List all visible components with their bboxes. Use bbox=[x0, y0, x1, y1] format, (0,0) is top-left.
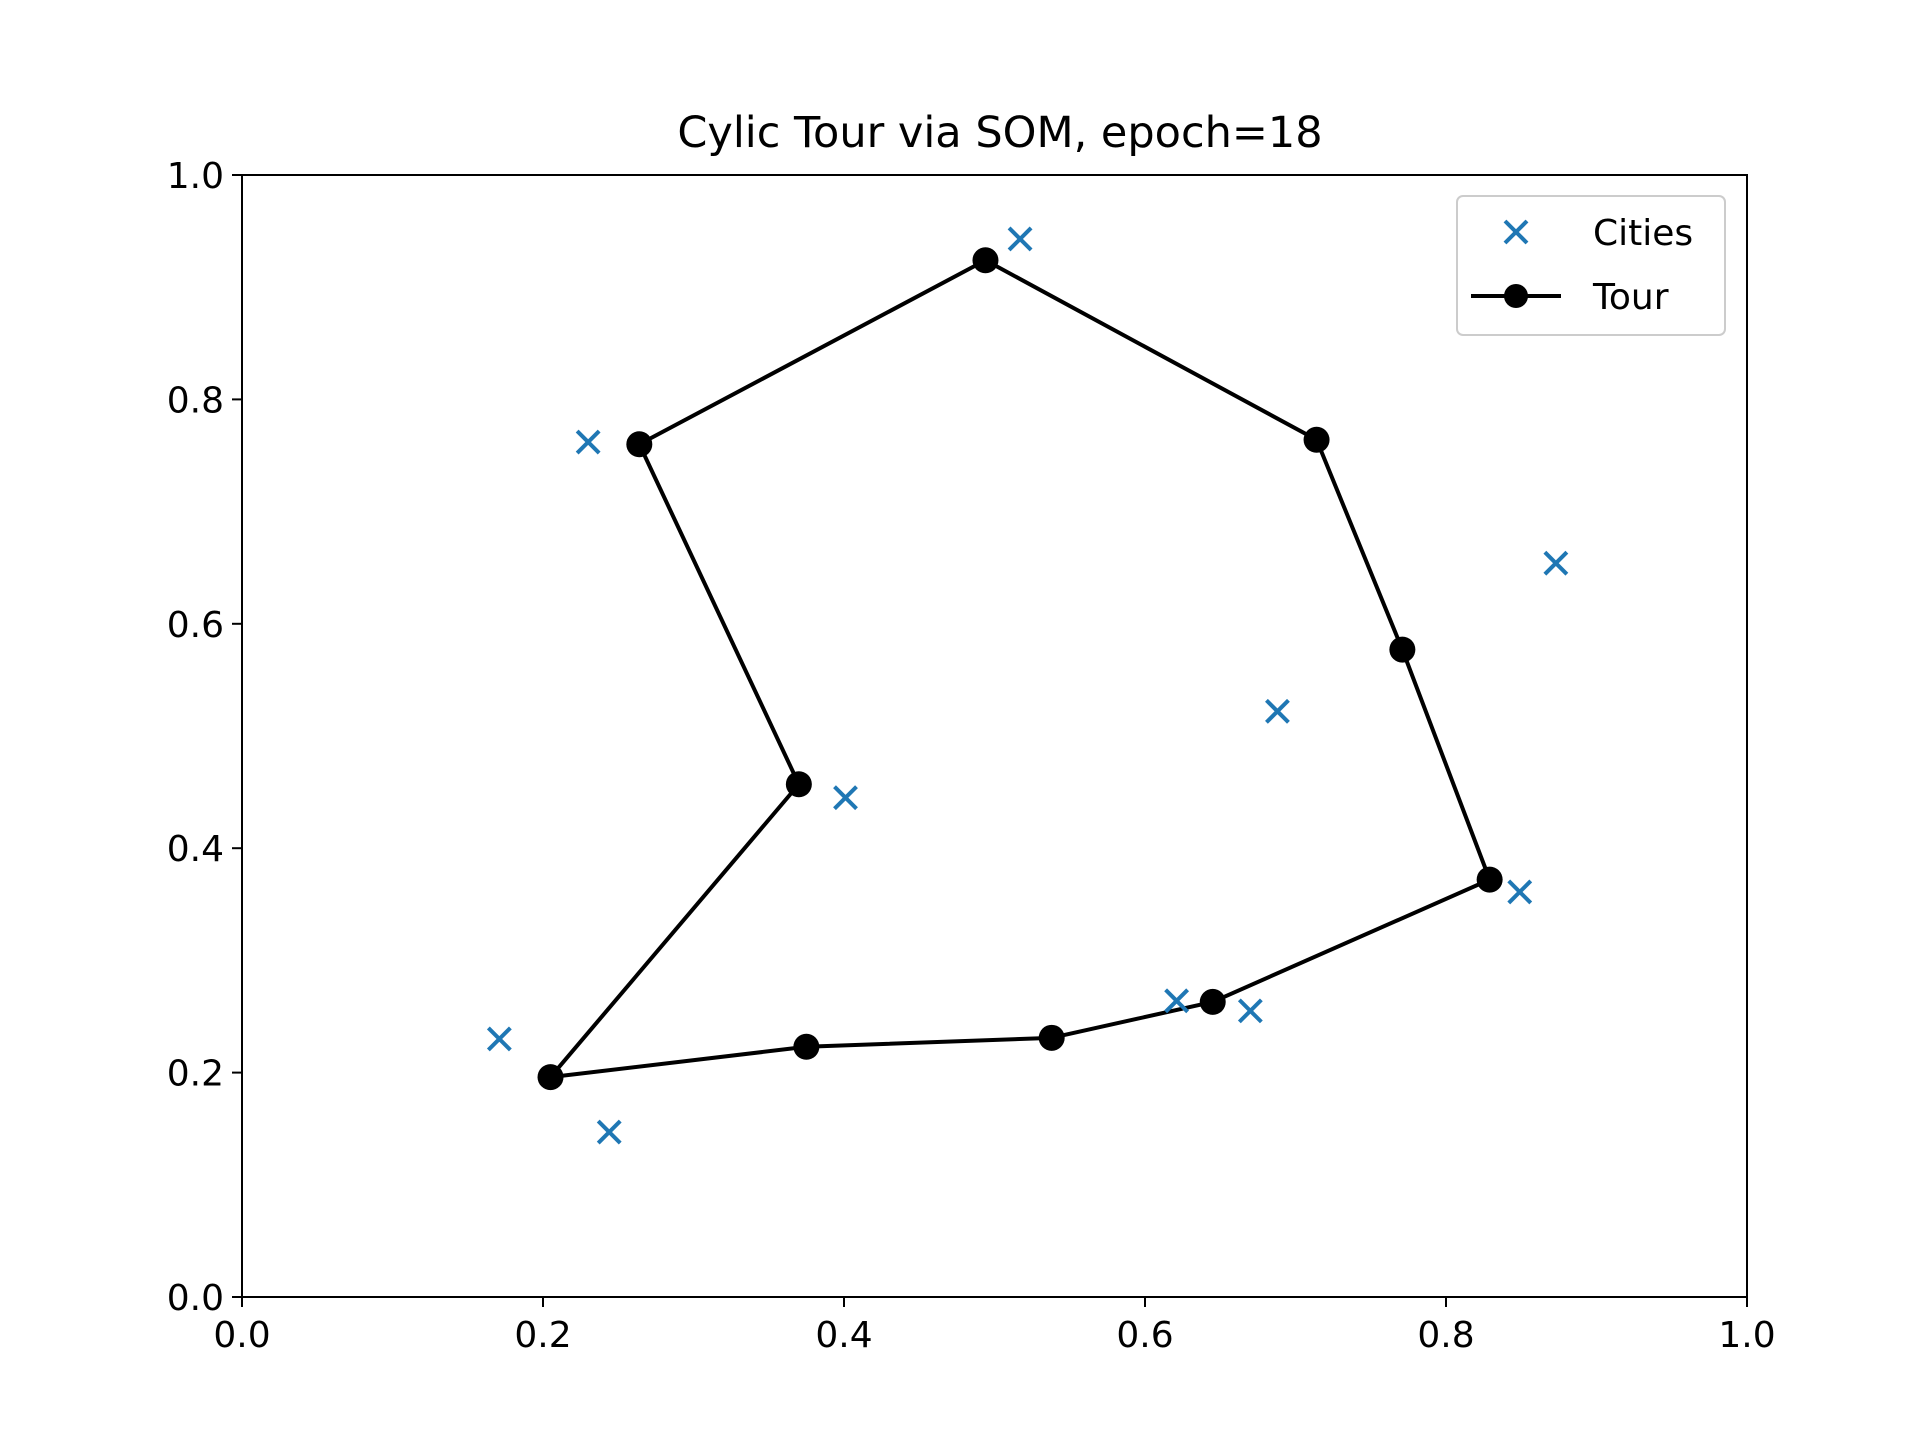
x-tick-label: 0.6 bbox=[1116, 1315, 1173, 1356]
city-marker-stroke-b bbox=[1237, 998, 1263, 1024]
y-tick-label: 0.6 bbox=[167, 605, 224, 646]
city-marker bbox=[1007, 226, 1033, 252]
city-marker bbox=[1507, 879, 1533, 905]
tour-node bbox=[1303, 426, 1330, 453]
city-marker-stroke-b bbox=[1007, 226, 1033, 252]
city-marker-stroke-b bbox=[1543, 550, 1569, 576]
legend-tour-marker bbox=[1504, 284, 1528, 308]
city-marker-stroke-b bbox=[575, 429, 601, 455]
x-tick-label: 0.2 bbox=[514, 1315, 571, 1356]
city-marker bbox=[596, 1119, 622, 1145]
tour-node bbox=[537, 1064, 564, 1091]
legend-cities-marker bbox=[1503, 219, 1529, 245]
tour-node bbox=[793, 1033, 820, 1060]
axes: 0.0 0.2 0.4 0.6 0.8 1.0 0.0 0.2 0.4 0.6 0.8 1.0 bbox=[167, 156, 1776, 1356]
tour-node bbox=[1476, 866, 1503, 893]
x-tick-label: 0.0 bbox=[213, 1315, 270, 1356]
legend: Cities Tour bbox=[1456, 195, 1726, 336]
city-marker bbox=[833, 785, 858, 811]
tour-node bbox=[1389, 636, 1416, 663]
city-marker-stroke-b bbox=[833, 785, 858, 811]
x-tick-label: 0.4 bbox=[815, 1315, 872, 1356]
tour-node bbox=[626, 431, 653, 458]
city-marker-stroke-b bbox=[596, 1119, 622, 1145]
x-tick-label: 1.0 bbox=[1718, 1315, 1775, 1356]
city-marker bbox=[1265, 698, 1290, 724]
city-marker bbox=[1543, 550, 1569, 576]
y-tick-label: 1.0 bbox=[167, 156, 224, 197]
legend-cities-x-stroke-b bbox=[1503, 219, 1529, 245]
city-marker-stroke-b bbox=[486, 1026, 512, 1052]
legend-cities-x bbox=[1503, 219, 1529, 245]
city-marker-stroke-b bbox=[1265, 698, 1290, 724]
city-marker-stroke-b bbox=[1507, 879, 1533, 905]
x-tick-label: 0.8 bbox=[1417, 1315, 1474, 1356]
plot-area bbox=[486, 226, 1569, 1145]
city-marker bbox=[486, 1026, 512, 1052]
city-marker bbox=[575, 429, 601, 455]
legend-label-tour: Tour bbox=[1592, 277, 1669, 318]
y-tick-label: 0.8 bbox=[167, 380, 224, 421]
axes-frame bbox=[241, 174, 1748, 1298]
city-marker bbox=[1164, 988, 1190, 1014]
tour-node bbox=[785, 771, 812, 798]
y-tick-label: 0.2 bbox=[167, 1054, 224, 1095]
y-tick-label: 0.0 bbox=[167, 1278, 224, 1319]
legend-label-cities: Cities bbox=[1593, 213, 1693, 254]
y-tick-label: 0.4 bbox=[167, 829, 224, 870]
tour-node bbox=[1038, 1024, 1065, 1051]
city-marker bbox=[1237, 998, 1263, 1024]
chart-title: Cylic Tour via SOM, epoch=18 bbox=[677, 108, 1322, 158]
city-marker-stroke-b bbox=[1164, 988, 1190, 1014]
tour-node bbox=[1199, 988, 1226, 1015]
tour-node bbox=[972, 247, 999, 274]
